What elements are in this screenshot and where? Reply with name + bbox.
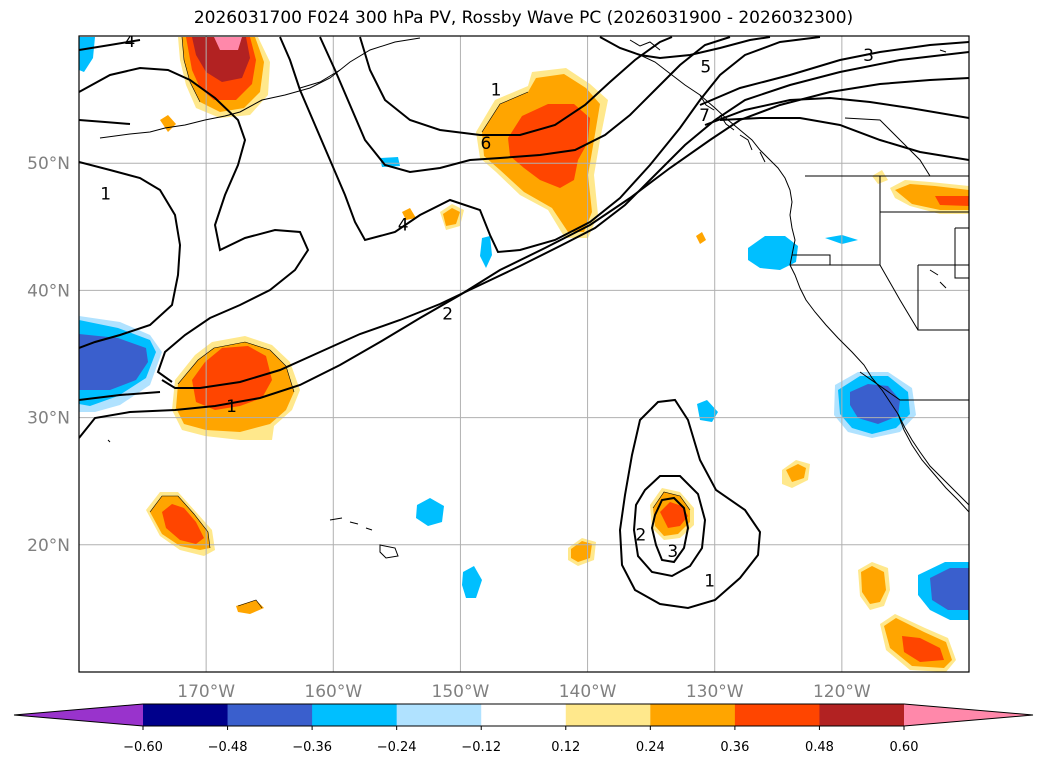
colorbar-segment — [312, 704, 398, 726]
contour-label: 4 — [398, 215, 409, 235]
contour-label: 2 — [636, 526, 647, 546]
latitude-label: 20°N — [27, 536, 70, 556]
positive-pv-shading — [146, 37, 969, 672]
latitude-label: 50°N — [27, 154, 70, 174]
colorbar-extend-max — [904, 704, 1033, 726]
contour-label: 6 — [480, 134, 491, 154]
contour-label: 7 — [699, 106, 710, 126]
contour-label: 5 — [700, 58, 711, 78]
longitude-label: 140°W — [559, 682, 617, 702]
colorbar-tick-label: 0.24 — [636, 740, 665, 755]
colorbar-tick-label: −0.60 — [123, 740, 163, 755]
colorbar-tick-labels: −0.60 −0.48 −0.36 −0.24 −0.12 0.12 0.24 0.36 0.4… — [123, 726, 918, 755]
colorbar — [13, 703, 1034, 727]
pv-contours — [79, 36, 969, 610]
contour-label: 1 — [100, 185, 111, 205]
colorbar-segment — [227, 704, 313, 726]
colorbar-segment — [143, 704, 229, 726]
longitude-label: 130°W — [686, 682, 744, 702]
colorbar-segment — [650, 704, 736, 726]
longitude-label: 120°W — [813, 682, 871, 702]
contour-label: 2 — [442, 304, 453, 324]
colorbar-extend-min — [14, 704, 143, 726]
colorbar-tick-label: 0.36 — [720, 740, 749, 755]
colorbar-tick-label: 0.12 — [551, 740, 580, 755]
latitude-labels: 20°N 30°N 40°N 50°N — [27, 154, 70, 556]
longitude-labels: 170°W 160°W 150°W 140°W 130°W 120°W — [177, 682, 871, 702]
shading-outlines — [149, 36, 691, 609]
map-title: 2026031700 F024 300 hPa PV, Rossby Wave … — [193, 8, 854, 28]
colorbar-segment — [734, 704, 820, 726]
contour-label: 1 — [704, 571, 715, 591]
latitude-label: 30°N — [27, 409, 70, 429]
colorbar-tick-label: 0.48 — [805, 740, 834, 755]
contour-label: 3 — [863, 46, 874, 66]
colorbar-segment — [396, 704, 482, 726]
colorbar-tick-label: −0.12 — [461, 740, 501, 755]
coastlines — [99, 36, 969, 559]
lat-lon-grid — [79, 36, 969, 672]
map-frame — [78, 35, 970, 673]
latitude-label: 40°N — [27, 281, 70, 301]
contour-label: 1 — [491, 80, 502, 100]
colorbar-tick-label: −0.24 — [377, 740, 417, 755]
longitude-label: 160°W — [304, 682, 362, 702]
contour-label: 4 — [124, 32, 135, 52]
colorbar-tick-label: −0.48 — [208, 740, 248, 755]
colorbar-tick-label: −0.36 — [292, 740, 332, 755]
colorbar-segment — [481, 704, 567, 726]
colorbar-segment — [819, 704, 905, 726]
colorbar-segment — [565, 704, 651, 726]
colorbar-tick-label: 0.60 — [890, 740, 919, 755]
contour-label: 3 — [667, 542, 678, 562]
contour-label: 1 — [226, 397, 237, 417]
longitude-label: 170°W — [177, 682, 235, 702]
longitude-label: 150°W — [432, 682, 490, 702]
